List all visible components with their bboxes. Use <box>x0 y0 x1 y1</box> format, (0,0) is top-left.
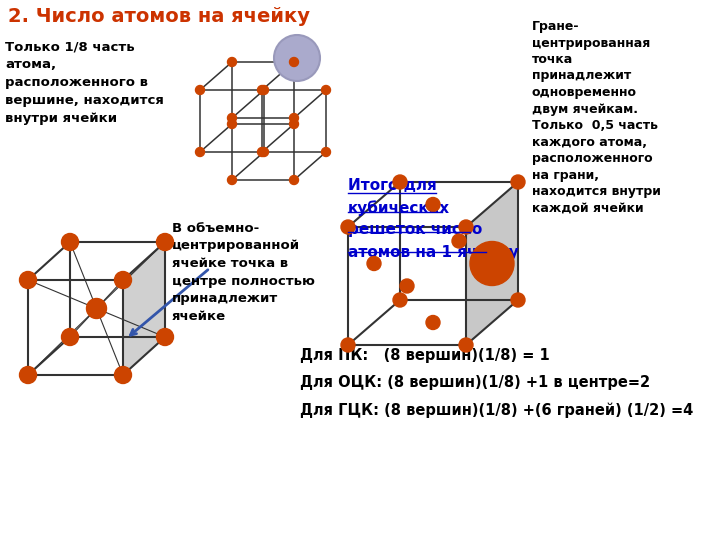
Text: Итого для
кубических
решеток число
атомов на 1 ячейку: Итого для кубических решеток число атомо… <box>348 178 518 260</box>
Circle shape <box>393 175 407 189</box>
Circle shape <box>511 175 525 189</box>
Circle shape <box>274 35 320 81</box>
Circle shape <box>156 233 174 251</box>
Circle shape <box>228 113 236 123</box>
Circle shape <box>258 85 266 94</box>
Text: В объемно-
центрированной
ячейке точка в
центре полностью
принадлежит
ячейке: В объемно- центрированной ячейке точка в… <box>172 222 315 322</box>
Circle shape <box>289 57 299 66</box>
Circle shape <box>511 293 525 307</box>
Circle shape <box>341 338 355 352</box>
Text: Гране-
центрированная
точка
принадлежит
одновременно
двум ячейкам.
Только  0,5 ч: Гране- центрированная точка принадлежит … <box>532 20 661 214</box>
Circle shape <box>322 147 330 157</box>
Circle shape <box>61 233 78 251</box>
Circle shape <box>367 256 381 271</box>
Circle shape <box>258 147 266 157</box>
Circle shape <box>452 234 466 248</box>
Text: Только 1/8 часть
атома,
расположенного в
вершине, находится
внутри ячейки: Только 1/8 часть атома, расположенного в… <box>5 40 164 125</box>
Circle shape <box>459 338 473 352</box>
Circle shape <box>289 176 299 185</box>
Circle shape <box>228 176 236 185</box>
Circle shape <box>114 367 132 383</box>
Text: Для ГЦК: (8 вершин)(1/8) +(6 граней) (1/2) =4: Для ГЦК: (8 вершин)(1/8) +(6 граней) (1/… <box>300 402 693 417</box>
Circle shape <box>459 220 473 234</box>
Circle shape <box>196 147 204 157</box>
Circle shape <box>289 119 299 129</box>
Circle shape <box>259 147 269 157</box>
Circle shape <box>289 113 299 123</box>
Circle shape <box>322 85 330 94</box>
Circle shape <box>114 272 132 288</box>
Circle shape <box>86 299 107 319</box>
Circle shape <box>259 85 269 94</box>
Circle shape <box>228 57 236 66</box>
Circle shape <box>228 119 236 129</box>
Circle shape <box>470 241 514 286</box>
Circle shape <box>400 279 414 293</box>
Circle shape <box>156 328 174 346</box>
Polygon shape <box>123 242 165 375</box>
Polygon shape <box>466 182 518 345</box>
Circle shape <box>426 315 440 329</box>
Circle shape <box>19 367 37 383</box>
Text: Для ОЦК: (8 вершин)(1/8) +1 в центре=2: Для ОЦК: (8 вершин)(1/8) +1 в центре=2 <box>300 375 650 390</box>
Text: Для ПК:   (8 вершин)(1/8) = 1: Для ПК: (8 вершин)(1/8) = 1 <box>300 348 550 363</box>
Circle shape <box>341 220 355 234</box>
Circle shape <box>19 272 37 288</box>
Circle shape <box>196 85 204 94</box>
Circle shape <box>61 328 78 346</box>
Circle shape <box>426 198 440 212</box>
Circle shape <box>393 293 407 307</box>
Text: 2. Число атомов на ячейку: 2. Число атомов на ячейку <box>8 7 310 26</box>
